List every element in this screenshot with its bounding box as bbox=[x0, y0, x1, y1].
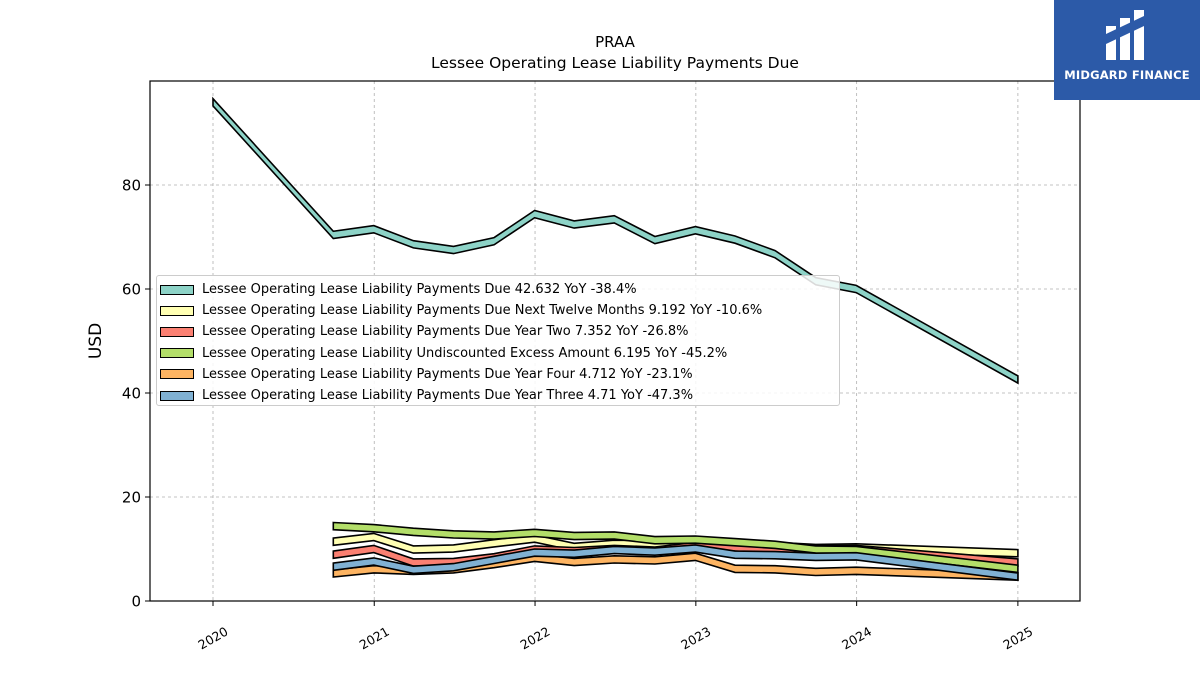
legend-item: Lessee Operating Lease Liability Payment… bbox=[160, 364, 839, 385]
axis-ticks: 0 20 40 60 80 2020 2021 2022 2023 2024 2025 bbox=[122, 177, 1035, 653]
legend-label: Lessee Operating Lease Liability Payment… bbox=[202, 282, 637, 298]
chart-legend: Lessee Operating Lease Liability Payment… bbox=[156, 275, 840, 406]
x-tick-label: 2021 bbox=[357, 624, 392, 653]
y-tick-label: 40 bbox=[122, 385, 141, 403]
legend-swatch bbox=[160, 369, 194, 380]
legend-swatch bbox=[160, 305, 194, 316]
x-tick-label: 2024 bbox=[839, 624, 874, 653]
legend-label: Lessee Operating Lease Liability Undisco… bbox=[202, 345, 728, 361]
legend-item: Lessee Operating Lease Liability Undisco… bbox=[160, 343, 839, 364]
series-band-0 bbox=[212, 96, 1019, 385]
y-tick-label: 0 bbox=[131, 593, 141, 611]
series-layer bbox=[212, 96, 1019, 582]
legend-label: Lessee Operating Lease Liability Payment… bbox=[202, 303, 763, 319]
x-tick-label: 2023 bbox=[678, 624, 713, 653]
brand-name: MIDGARD FINANCE bbox=[1064, 68, 1190, 82]
legend-swatch bbox=[160, 390, 194, 401]
x-tick-label: 2022 bbox=[517, 624, 552, 653]
y-tick-label: 20 bbox=[122, 489, 141, 507]
legend-label: Lessee Operating Lease Liability Payment… bbox=[202, 388, 694, 404]
chart-subtitle: Lessee Operating Lease Liability Payment… bbox=[431, 54, 799, 72]
y-axis-label: USD bbox=[86, 323, 106, 359]
midgard-logo-icon bbox=[1106, 10, 1144, 60]
plot-frame bbox=[149, 80, 1081, 602]
legend-item: Lessee Operating Lease Liability Payment… bbox=[160, 300, 839, 321]
x-tick-label: 2020 bbox=[195, 624, 230, 653]
brand-logo: MIDGARD FINANCE bbox=[1054, 0, 1200, 100]
legend-swatch bbox=[160, 326, 194, 337]
legend-label: Lessee Operating Lease Liability Payment… bbox=[202, 324, 689, 340]
legend-item: Lessee Operating Lease Liability Payment… bbox=[160, 279, 839, 300]
legend-swatch bbox=[160, 284, 194, 295]
legend-label: Lessee Operating Lease Liability Payment… bbox=[202, 366, 693, 382]
chart-title: PRAA bbox=[595, 33, 636, 51]
legend-swatch bbox=[160, 348, 194, 359]
y-tick-label: 80 bbox=[122, 177, 141, 195]
x-tick-label: 2025 bbox=[1000, 624, 1035, 653]
legend-item: Lessee Operating Lease Liability Payment… bbox=[160, 321, 839, 342]
legend-item: Lessee Operating Lease Liability Payment… bbox=[160, 385, 839, 406]
series-band-5 bbox=[332, 544, 1019, 582]
y-tick-label: 60 bbox=[122, 281, 141, 299]
